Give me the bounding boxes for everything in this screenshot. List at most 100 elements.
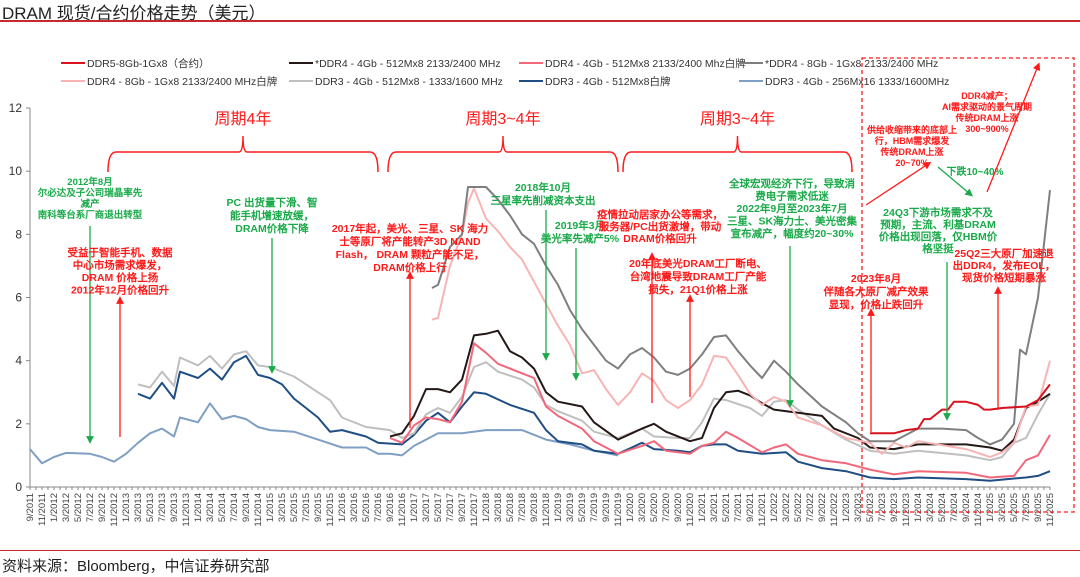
legend-label: DDR3 - 4Gb - 256Mx16 1333/1600MHz [765,76,949,88]
x-tick-label: 9/2012 [97,493,108,522]
annotation-line: 2019年3月 [555,219,605,232]
annotation-2022-green: 全球宏观经济下行，导致消费电子需求低迷2022年9月至2023年7月三星、SK海… [727,177,858,240]
x-tick-label: 5/2013 [145,493,156,522]
x-tick-label: 11/2016 [397,493,408,527]
annotation-line: 20年底美光DRAM工厂断电、 [629,257,767,270]
series-line [870,383,1051,435]
x-tick-label: 1/2022 [769,493,780,522]
x-tick-label: 5/2022 [793,493,804,522]
x-tick-label: 3/2017 [421,493,432,522]
x-tick-label: 7/2016 [373,493,384,522]
cycle-bracket-3: 周期3~4年 [622,110,853,173]
x-tick-label: 9/2024 [961,493,972,522]
highlight-region [861,57,1075,513]
x-tick-label: 9/2015 [313,493,324,522]
x-tick-label: 9/2017 [457,493,468,522]
x-tick-label: 5/2024 [937,493,948,522]
annotation-line: 2018年10月 [515,181,571,194]
x-tick-label: 11/2024 [973,493,984,527]
annotation-line: 美光率先减产5% [541,232,620,245]
annotation-line: PC 出货量下滑、智 [226,196,317,209]
annotation-line: 300~900% [965,124,1008,134]
x-tick-label: 5/2014 [217,493,228,522]
x-tick-label: 9/2019 [601,493,612,522]
x-tick-label: 9/2023 [889,493,900,522]
legend-label: DDR3 - 4Gb - 512Mx8 - 1333/1600 MHz [315,76,503,88]
x-tick-label: 11/2014 [253,493,264,527]
cycle-label: 周期4年 [215,110,272,128]
x-tick-label: 7/2012 [85,493,96,522]
legend-item: DDR4 - 4Gb - 512Mx8 2133/2400 Mhz白牌 [519,57,746,70]
annotation-line: 服务器/PC出货激增，带动 [599,220,722,233]
x-tick-label: 1/2013 [121,493,132,522]
x-tick-label: 7/2022 [805,493,816,522]
annotation-line: 2017年起，美光、三星、SK 海力 [332,222,488,235]
x-tick-label: 3/2023 [853,493,864,522]
x-tick-label: 3/2013 [133,493,144,522]
annotation-line: 显现，价格止跌回升 [829,298,924,311]
x-tick-label: 1/2014 [193,493,204,522]
x-tick-label: 9/2022 [817,493,828,522]
x-tick-label: 1/2023 [841,493,852,522]
x-tick-label: 9/2011 [25,493,36,521]
series-line [137,350,1051,462]
annotation-line: 传统DRAM上涨 [955,112,1020,123]
x-tick-label: 9/2016 [385,493,396,522]
x-tick-label: 1/2024 [913,493,924,522]
x-tick-label: 11/2018 [541,493,552,527]
legend-label: DDR4 - 8Gb - 1Gx8 2133/2400 MHz白牌 [87,75,278,88]
x-tick-label: 5/2016 [361,493,372,522]
y-tick-label: 8 [15,227,22,241]
x-tick-label: 5/2020 [649,493,660,522]
annotation-line: 疫情拉动居家办公等需求， [597,208,723,221]
x-tick-label: 7/2024 [949,493,960,522]
annotation-line: 25Q2三大原厂加速退 [954,247,1054,260]
annotation-line: DDR4减产； [961,90,1013,102]
x-tick-label: 9/2018 [529,493,540,522]
x-tick-label: 5/2019 [577,493,588,522]
series-line [137,354,1051,482]
x-tick-label: 1/2020 [625,493,636,522]
series-line [431,186,1051,446]
legend-label: *DDR4 - 4Gb - 512Mx8 2133/2400 MHz [315,58,501,70]
annotation-line: 价格出现回落，仅HBM价 [879,230,998,243]
x-tick-label: 5/2017 [433,493,444,522]
legend-label: *DDR4 - 8Gb - 1Gx8 2133/2400 MHz [765,58,938,70]
series-line [389,342,1051,479]
x-tick-label: 5/2015 [289,493,300,522]
legend-item: *DDR4 - 4Gb - 512Mx8 2133/2400 MHz [289,58,501,70]
x-tick-label: 11/2019 [613,493,624,527]
x-tick-label: 1/2019 [553,493,564,522]
legend-label: DDR3 - 4Gb - 512Mx8白牌 [545,75,671,88]
legend-item: *DDR4 - 8Gb - 1Gx8 2133/2400 MHz [739,58,938,70]
x-tick-label: 11/2020 [685,493,696,527]
x-tick-label: 3/2012 [61,493,72,522]
x-tick-label: 7/2013 [157,493,168,522]
x-tick-label: 7/2020 [661,493,672,522]
source-note: 资料来源：Bloomberg，中信证券研究部 [2,558,270,575]
legend-label: DDR4 - 4Gb - 512Mx8 2133/2400 Mhz白牌 [545,57,746,70]
x-tick-label: 3/2020 [637,493,648,522]
legend-item: DDR3 - 4Gb - 256Mx16 1333/1600MHz [739,76,949,88]
annotation-line: 2012年12月价格回升 [71,284,170,297]
x-tick-label: 1/2015 [265,493,276,522]
x-tick-label: 7/2014 [229,493,240,522]
annotation-line: 格坚挺 [922,242,954,255]
annotation-line: DRAM价格回升 [623,232,697,245]
x-tick-label: 3/2015 [277,493,288,522]
x-tick-label: 3/2022 [781,493,792,522]
x-tick-label: 1/2016 [337,493,348,522]
annotation-line: 减产 [80,198,100,210]
annotation-line: DRAM 价格上扬 [82,271,159,284]
x-tick-label: 5/2012 [73,493,84,522]
x-tick-label: 9/2020 [673,493,684,522]
annotation-line: 尔必达及子公司瑞晶率先 [37,187,143,199]
annotation-line: 三星率先削减资本支出 [491,194,596,207]
x-tick-label: 3/2018 [493,493,504,522]
